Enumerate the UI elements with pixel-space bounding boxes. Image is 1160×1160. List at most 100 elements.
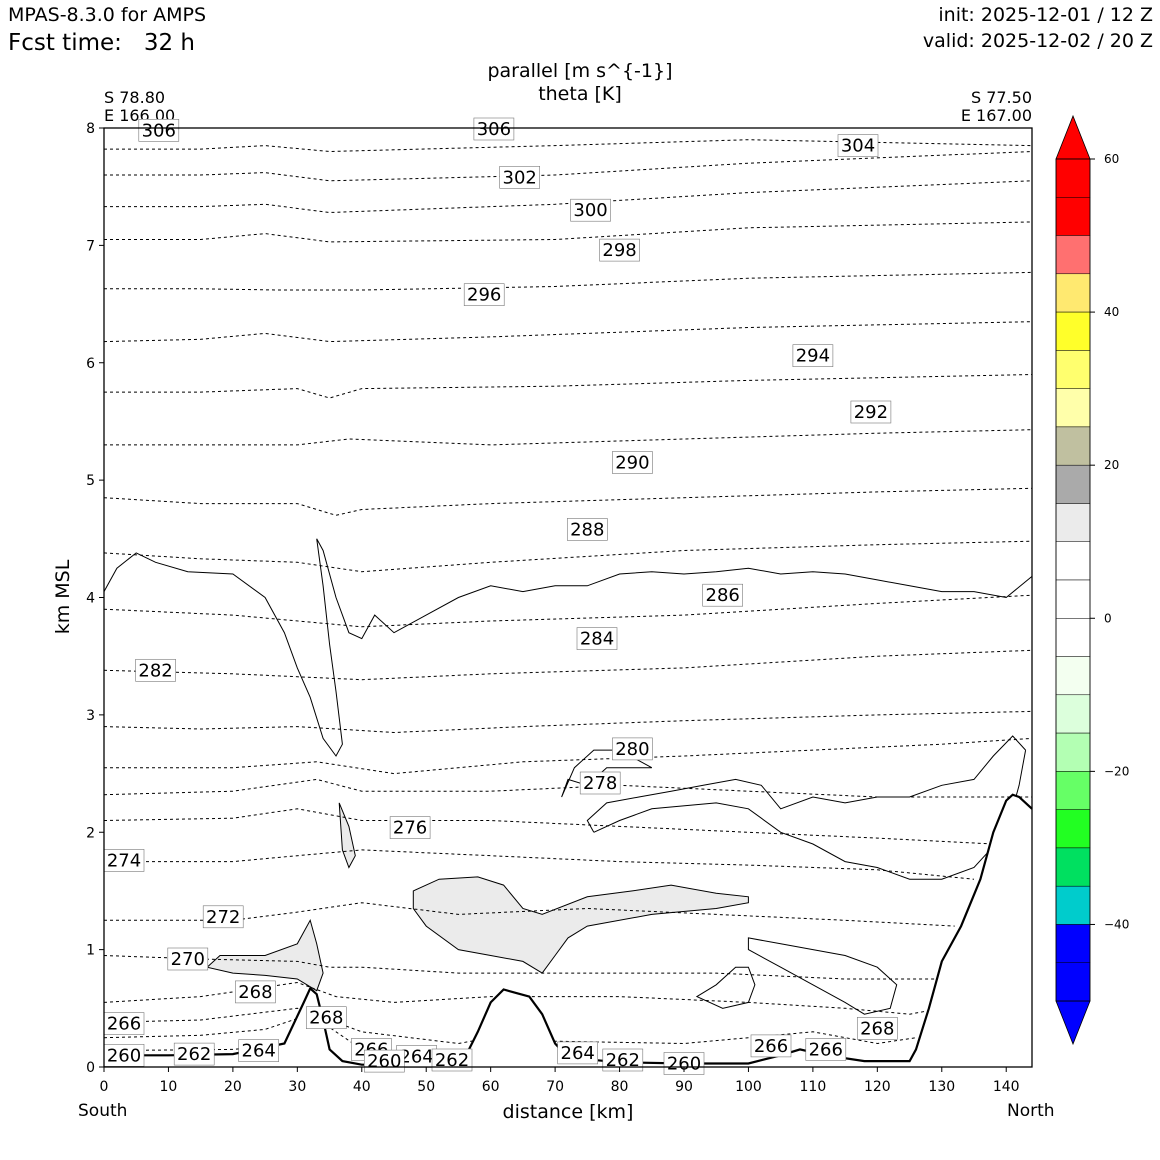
colorbar-bin-17 xyxy=(1055,809,1091,849)
colorbar-bin-3 xyxy=(1055,273,1091,313)
x-tick-label-130: 130 xyxy=(928,1079,955,1095)
wind-contour-4 xyxy=(747,937,898,1015)
wind-contour-2 xyxy=(593,750,1027,880)
theta-label-16: 292 xyxy=(854,402,888,423)
theta-label-30: 260 xyxy=(667,1054,701,1075)
colorbar-bin-12 xyxy=(1055,618,1091,657)
colorbar-bin-20 xyxy=(1055,924,1091,964)
y-tick-label-5: 5 xyxy=(86,473,95,489)
colorbar-tick-label-2: 20 xyxy=(1104,458,1119,472)
forecast-time-value: 32 h xyxy=(143,30,195,56)
y-tick-label-8: 8 xyxy=(86,121,95,137)
colorbar-bin-19 xyxy=(1055,885,1091,925)
colorbar-bin-9 xyxy=(1055,503,1091,543)
valid-time: valid: 2025-12-02 / 20 Z xyxy=(922,30,1153,52)
theta-contour-304 xyxy=(104,151,1033,182)
theta-contour-296 xyxy=(103,321,1033,343)
theta-label-box-24 xyxy=(473,117,515,141)
theta-label-box-33 xyxy=(856,1016,898,1040)
colorbar-bin-7 xyxy=(1055,426,1091,466)
theta-label-box-32 xyxy=(805,1038,847,1061)
theta-label-31: 266 xyxy=(754,1036,788,1057)
theta-label-24: 306 xyxy=(477,119,511,140)
colorbar-frame xyxy=(1055,158,1091,1002)
wind-contour-0 xyxy=(103,538,1033,757)
x-tick-label-50: 50 xyxy=(417,1079,435,1095)
theta-contour-290 xyxy=(103,487,1033,516)
wind-contour-1 xyxy=(561,749,653,798)
x-tick-label-0: 0 xyxy=(100,1079,109,1095)
theta-label-box-34 xyxy=(305,1006,347,1030)
theta-contour-302 xyxy=(104,180,1033,214)
theta-label-layer: 260 262 2642662682702722742762782802822842… xyxy=(103,117,898,1075)
theta-contour-298 xyxy=(104,271,1033,291)
colorbar-bin-2 xyxy=(1055,235,1091,275)
theta-label-15: 290 xyxy=(615,453,649,474)
theta-label-4: 268 xyxy=(238,982,272,1003)
y-tick-label-0: 0 xyxy=(86,1060,95,1076)
colorbar-bin-16 xyxy=(1055,771,1091,810)
x-tick-label-110: 110 xyxy=(800,1079,827,1095)
theta-label-18: 296 xyxy=(467,285,501,306)
x-tick-label-60: 60 xyxy=(482,1079,500,1095)
theta-label-9: 278 xyxy=(583,773,617,794)
theta-label-box-1 xyxy=(173,1042,215,1066)
theta-contour-292 xyxy=(104,429,1033,446)
wind-contour-5 xyxy=(695,966,756,1009)
theta-label-box-16 xyxy=(850,400,892,424)
y-tick-label-3: 3 xyxy=(86,708,95,724)
theta-contour-286 xyxy=(103,594,1033,628)
wind-contour-7 xyxy=(206,918,324,992)
colorbar-tick-label-3: 0 xyxy=(1104,611,1112,625)
north-label: North xyxy=(1007,1101,1055,1121)
theta-label-box-5 xyxy=(167,947,209,971)
x-tick-label-140: 140 xyxy=(993,1079,1020,1095)
colorbar-bin-10 xyxy=(1055,541,1091,581)
x-axis-label: distance [km] xyxy=(503,1101,634,1123)
theta-label-3: 266 xyxy=(107,1014,141,1035)
theta-label-35: 260 xyxy=(367,1051,401,1072)
theta-label-2: 264 xyxy=(242,1041,276,1062)
theta-label-1: 262 xyxy=(177,1044,211,1065)
colorbar-bin-15 xyxy=(1055,732,1091,772)
theta-contour-layer xyxy=(103,139,1033,1056)
theta-label-box-29 xyxy=(602,1048,644,1072)
terrain-layer xyxy=(104,793,1033,1067)
colorbar-tick-label-5: −40 xyxy=(1104,917,1129,931)
theta-label-box-9 xyxy=(579,771,621,795)
wind-contour-6 xyxy=(412,876,749,974)
theta-contour-288 xyxy=(103,540,1033,573)
theta-label-23: 306 xyxy=(142,120,176,141)
theta-label-19: 298 xyxy=(602,240,636,261)
theta-label-14: 288 xyxy=(570,519,604,540)
terrain-line xyxy=(104,793,1033,1066)
theta-label-28: 264 xyxy=(561,1043,595,1064)
theta-label-box-6 xyxy=(202,905,244,929)
theta-contour-268 xyxy=(103,981,942,1015)
colorbar-bin-21 xyxy=(1055,962,1091,1002)
theta-contour-274 xyxy=(104,849,975,880)
theta-label-26: 264 xyxy=(399,1046,433,1067)
theta-label-box-11 xyxy=(135,658,176,682)
theta-label-12: 284 xyxy=(580,629,614,650)
y-tick-label-4: 4 xyxy=(86,591,95,607)
theta-contour-300 xyxy=(104,221,1033,243)
colorbar-tick-label-0: 60 xyxy=(1104,152,1119,166)
theta-contour-278 xyxy=(103,778,1032,798)
x-axis: 0 10 20 30 40 50 60 70 80 90 100 110 120 130 140 xyxy=(100,1067,1020,1095)
theta-contour-282 xyxy=(103,710,1033,734)
theta-label-29: 262 xyxy=(606,1050,640,1071)
chart-title: parallel [m s^{-1}] xyxy=(487,60,673,82)
theta-label-5: 270 xyxy=(171,949,205,970)
model-name: MPAS-8.3.0 for AMPS xyxy=(8,4,207,26)
theta-contour-306 xyxy=(104,139,1033,153)
colorbar-bin-5 xyxy=(1055,350,1091,389)
colorbar-bin-13 xyxy=(1055,656,1091,696)
x-tick-label-10: 10 xyxy=(160,1079,178,1095)
theta-contour-266 xyxy=(103,1007,917,1045)
x-tick-label-80: 80 xyxy=(611,1079,629,1095)
theta-label-17: 294 xyxy=(796,346,830,367)
forecast-time-label: Fcst time: xyxy=(8,30,122,56)
theta-contour-294 xyxy=(104,374,1033,399)
